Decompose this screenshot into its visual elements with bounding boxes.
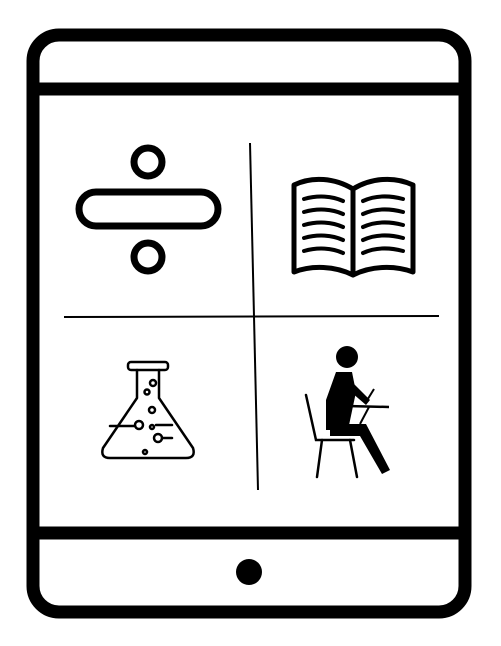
division-sign-icon xyxy=(75,144,222,275)
student-writing-icon xyxy=(304,346,390,479)
home-button-icon[interactable] xyxy=(236,559,262,585)
open-book-icon xyxy=(291,176,416,278)
screen-grid xyxy=(63,142,440,491)
tablet-frame xyxy=(26,28,472,619)
lab-flask-icon xyxy=(101,360,195,460)
horizontal-divider xyxy=(63,315,440,318)
